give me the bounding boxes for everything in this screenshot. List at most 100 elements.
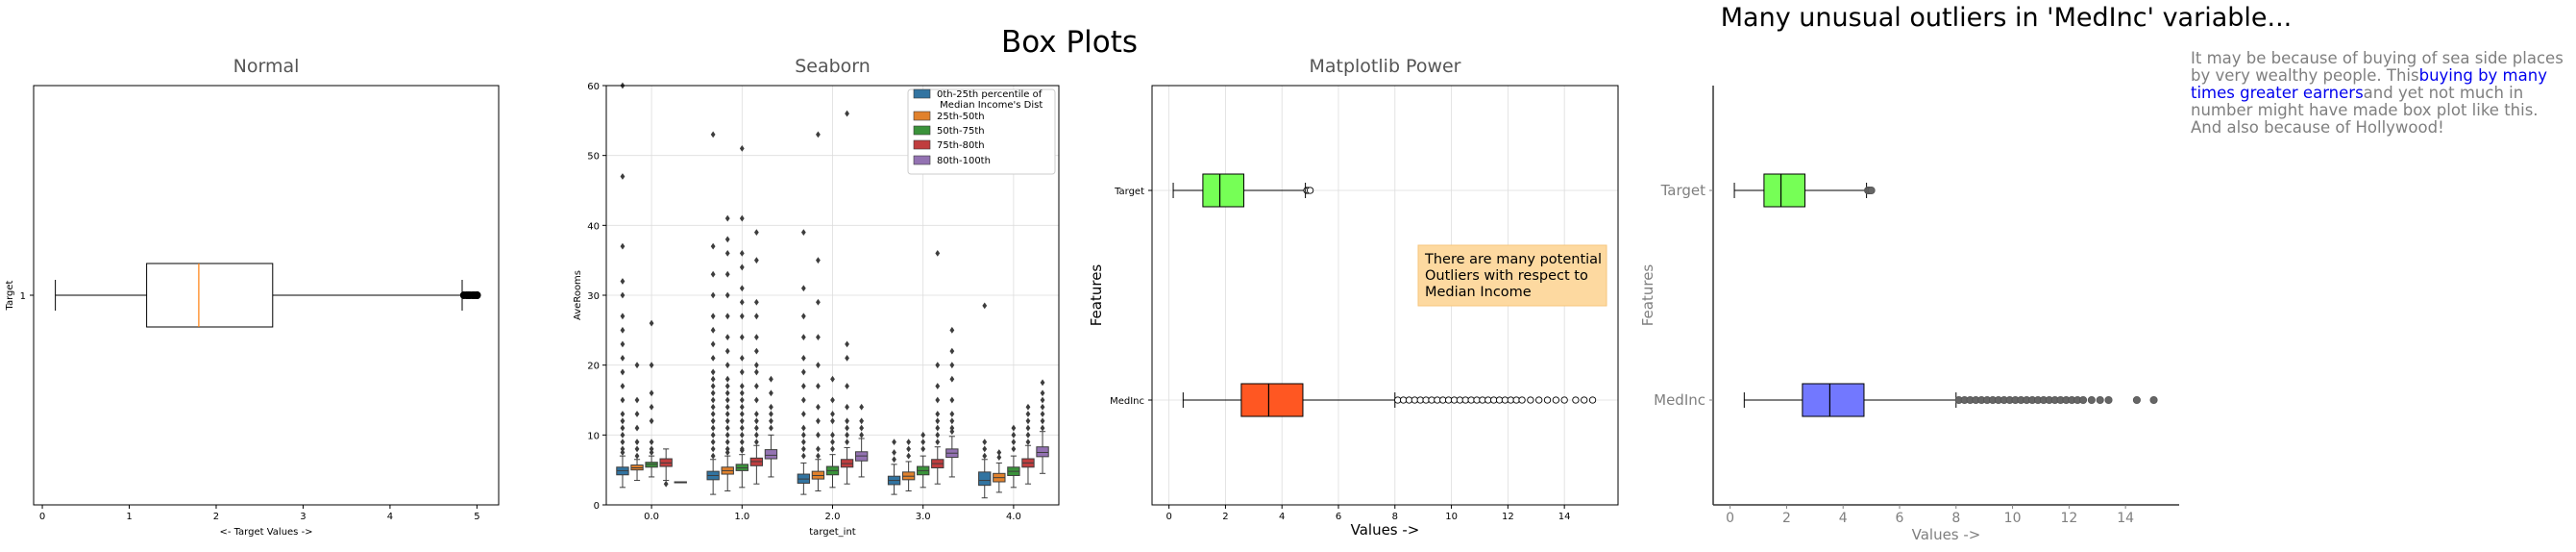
seaborn-outlier-point — [620, 355, 626, 362]
seaborn-outlier-point — [649, 439, 654, 445]
seaborn-outlier-point — [949, 411, 955, 417]
seaborn-outlier-point — [634, 445, 640, 453]
seaborn-outlier-point — [724, 396, 730, 404]
normal-x-tick-label: 0 — [39, 512, 45, 522]
matplotlib-power-outlier-point — [1552, 396, 1559, 404]
matplotlib-power-outlier-point — [1535, 396, 1543, 404]
seaborn-outlier-point — [816, 431, 821, 439]
seaborn-x-tick-label: 3.0 — [916, 512, 931, 522]
seaborn-outlier-point — [663, 480, 669, 488]
styled-y-tick-label: MedInc — [1654, 391, 1705, 409]
seaborn-outlier-point — [649, 417, 654, 425]
seaborn-outlier-point — [620, 326, 626, 334]
seaborn-outlier-point — [816, 383, 821, 389]
seaborn-outlier-point — [816, 417, 821, 425]
seaborn-outlier-point — [753, 383, 759, 389]
seaborn-x-tick-label: 1.0 — [734, 512, 749, 522]
matplotlib-power-x-tick-label: 0 — [1165, 512, 1171, 522]
styled-outlier-point — [2104, 395, 2113, 405]
seaborn-outlier-point — [649, 362, 654, 369]
seaborn-outlier-point — [710, 439, 716, 445]
seaborn-box — [764, 449, 778, 460]
seaborn-outlier-point — [753, 417, 759, 425]
seaborn-outlier-point — [830, 411, 835, 417]
seaborn-y-tick-label: 60 — [587, 82, 600, 92]
seaborn-outlier-point — [816, 257, 821, 264]
normal-x-tick-label: 5 — [474, 512, 479, 522]
seaborn-outlier-point — [859, 403, 865, 411]
seaborn-legend-label: 25th-50th — [937, 112, 985, 122]
seaborn-outlier-point — [920, 431, 926, 439]
styled-x-tick-label: 14 — [2117, 511, 2134, 526]
seaborn-outlier-point — [710, 340, 716, 348]
seaborn-outlier-point — [1025, 439, 1031, 445]
seaborn-outlier-point — [845, 424, 849, 432]
seaborn-outlier-point — [1040, 389, 1045, 397]
seaborn-outlier-point — [724, 362, 730, 369]
styled-outlier-point — [2132, 395, 2141, 405]
seaborn-outlier-point — [620, 313, 626, 320]
seaborn-outlier-point — [816, 131, 821, 138]
seaborn-outlier-point — [1025, 431, 1031, 439]
seaborn-outlier-point — [1040, 424, 1045, 432]
seaborn-outlier-point — [724, 431, 730, 439]
seaborn-box — [1036, 446, 1049, 458]
styled-outlier-point — [1867, 186, 1876, 195]
seaborn-outlier-point — [800, 452, 806, 460]
seaborn-outlier-point — [649, 445, 654, 453]
seaborn-legend-swatch — [913, 155, 931, 165]
seaborn-outlier-point — [620, 431, 626, 439]
outlier-explanation-note: It may be because of buying of sea side … — [2191, 50, 2570, 137]
seaborn-outlier-point — [710, 270, 716, 278]
seaborn-outlier-point — [949, 428, 955, 436]
seaborn-outlier-point — [935, 362, 941, 369]
seaborn-x-axis-label: target_int — [809, 527, 856, 538]
seaborn-outlier-point — [816, 362, 821, 369]
seaborn-outlier-point — [1025, 417, 1031, 425]
seaborn-outlier-point — [710, 368, 716, 376]
seaborn-outlier-point — [753, 362, 759, 369]
seaborn-y-tick-label: 10 — [587, 431, 600, 441]
seaborn-outlier-point — [724, 291, 730, 299]
seaborn-outlier-point — [769, 411, 773, 417]
matplotlib-power-y-tick-label: MedInc — [1110, 396, 1144, 407]
seaborn-outlier-point — [816, 452, 821, 460]
seaborn-outlier-point — [724, 424, 730, 432]
seaborn-outlier-point — [800, 439, 806, 445]
seaborn-x-tick-label: 4.0 — [1006, 512, 1021, 522]
styled-boxplot-panel: 0 2 4 6 8 10 12 14 MedInc Target Values -> Features — [1639, 86, 2179, 543]
seaborn-outlier-point — [816, 445, 821, 453]
seaborn-outlier-point — [1040, 417, 1045, 425]
seaborn-outlier-point — [724, 445, 730, 453]
seaborn-outlier-point — [1011, 439, 1017, 445]
seaborn-outlier-point — [620, 417, 626, 425]
seaborn-outlier-point — [935, 250, 941, 257]
seaborn-outlier-point — [739, 145, 745, 152]
seaborn-outlier-point — [739, 355, 745, 362]
matplotlib-power-boxplot-panel: Matplotlib Power 0 2 4 6 8 10 12 14 MedInc Target V… — [1088, 56, 1619, 539]
normal-boxplot-panel: Normal 0 1 2 3 4 5 1 <- Target Values -> Target — [5, 56, 500, 538]
seaborn-outlier-point — [753, 334, 759, 340]
seaborn-outlier-point — [724, 389, 730, 397]
seaborn-outlier-point — [753, 229, 759, 236]
seaborn-outlier-point — [935, 439, 941, 445]
seaborn-y-axis-label: AveRooms — [573, 270, 583, 320]
seaborn-outlier-point — [935, 383, 941, 389]
styled-x-tick-label: 10 — [2004, 511, 2022, 526]
seaborn-outlier-point — [1040, 403, 1045, 411]
seaborn-outlier-point — [845, 439, 849, 445]
seaborn-outlier-point — [634, 411, 640, 417]
seaborn-outlier-point — [710, 417, 716, 425]
seaborn-outlier-point — [1040, 411, 1045, 417]
normal-x-tick-label: 2 — [213, 512, 219, 522]
seaborn-outlier-point — [634, 439, 640, 445]
styled-box — [1763, 173, 1806, 208]
matplotlib-power-x-tick-label: 6 — [1336, 512, 1341, 522]
seaborn-x-tick-label: 0.0 — [644, 512, 659, 522]
seaborn-outlier-point — [753, 396, 759, 404]
seaborn-outlier-point — [620, 424, 626, 432]
seaborn-outlier-point — [830, 396, 835, 404]
seaborn-outlier-point — [634, 396, 640, 404]
seaborn-x-tick-label: 2.0 — [825, 512, 841, 522]
seaborn-outlier-point — [724, 270, 730, 278]
